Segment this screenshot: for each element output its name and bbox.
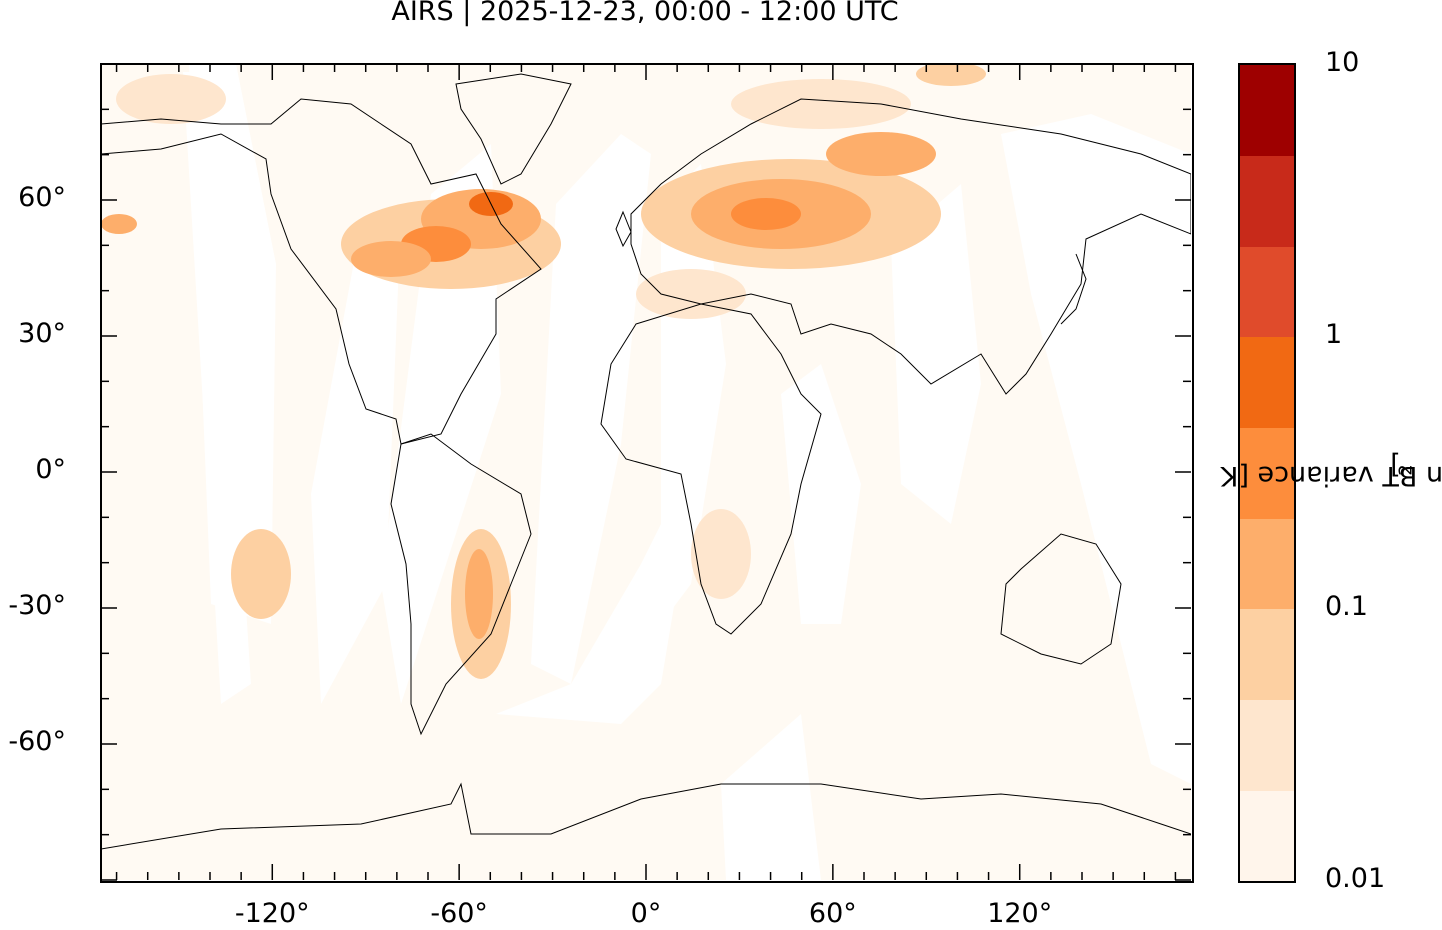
colorbar-segment bbox=[1240, 246, 1294, 338]
swath-gap bbox=[721, 714, 821, 880]
x-tick-label: 120° bbox=[987, 898, 1053, 929]
world-map bbox=[101, 64, 1191, 880]
variance-patch bbox=[916, 64, 986, 86]
coastline-uk bbox=[615, 210, 632, 248]
colorbar-segment bbox=[1240, 65, 1294, 157]
map-title: AIRS | 2025-12-23, 00:00 - 12:00 UTC bbox=[391, 0, 899, 27]
variance-patch bbox=[101, 214, 137, 234]
coastline-australia bbox=[1000, 533, 1122, 665]
x-tick-label: -120° bbox=[234, 898, 310, 929]
y-tick-label: 30° bbox=[18, 318, 66, 349]
colorbar-segment bbox=[1240, 427, 1294, 519]
variance-patch bbox=[691, 509, 751, 599]
x-tick-label: 60° bbox=[808, 898, 857, 929]
y-tick-label: -60° bbox=[8, 726, 66, 757]
swath-gap bbox=[781, 364, 861, 624]
coastline-africa bbox=[600, 303, 822, 635]
y-tick-label: 60° bbox=[18, 182, 66, 213]
swath-gap bbox=[496, 444, 701, 724]
coastline-south-america bbox=[390, 433, 532, 736]
variance-patch bbox=[351, 241, 431, 277]
colorbar-tick-label: 0.1 bbox=[1325, 591, 1368, 622]
x-tick-label: 0° bbox=[630, 898, 662, 929]
coastlines bbox=[101, 73, 1191, 850]
map-area bbox=[101, 64, 1191, 880]
swath-gap bbox=[311, 214, 401, 704]
colorbar bbox=[1238, 63, 1296, 883]
swath-gap bbox=[189, 64, 276, 624]
coastline-europe-asia bbox=[630, 98, 1191, 395]
colorbar-title-close: ] bbox=[1390, 448, 1401, 480]
variance-patch bbox=[465, 549, 493, 639]
coastline-north-america bbox=[101, 98, 542, 445]
variance-patch bbox=[636, 269, 746, 319]
variance-patch bbox=[731, 79, 911, 129]
x-tick-label: -60° bbox=[430, 898, 488, 929]
colorbar-title-text: 4.3 micron BT variance [K bbox=[1220, 460, 1442, 492]
variance-patch bbox=[731, 198, 801, 230]
colorbar-tick-label: 1 bbox=[1325, 319, 1343, 350]
colorbar-segment bbox=[1240, 790, 1294, 882]
colorbar-segment bbox=[1240, 609, 1294, 701]
variance-regions bbox=[101, 64, 986, 679]
colorbar-tick-label: 10 bbox=[1325, 47, 1360, 78]
swath-gap bbox=[1001, 114, 1191, 784]
colorbar-segment bbox=[1240, 337, 1294, 429]
coastline-antarctica bbox=[101, 782, 1191, 850]
colorbar-tick-label: 0.01 bbox=[1325, 863, 1386, 894]
coastline-japan bbox=[1060, 253, 1087, 325]
variance-patch bbox=[826, 132, 936, 176]
variance-patch bbox=[116, 74, 226, 124]
y-tick-label: 0° bbox=[35, 454, 66, 485]
colorbar-segment bbox=[1240, 699, 1294, 791]
colorbar-segment bbox=[1240, 518, 1294, 610]
coastline-greenland bbox=[455, 73, 572, 185]
swath-gap bbox=[891, 184, 981, 524]
swath-gap bbox=[531, 134, 651, 684]
colorbar-segment bbox=[1240, 155, 1294, 247]
variance-patch bbox=[231, 529, 291, 619]
y-tick-label: -30° bbox=[8, 590, 66, 621]
